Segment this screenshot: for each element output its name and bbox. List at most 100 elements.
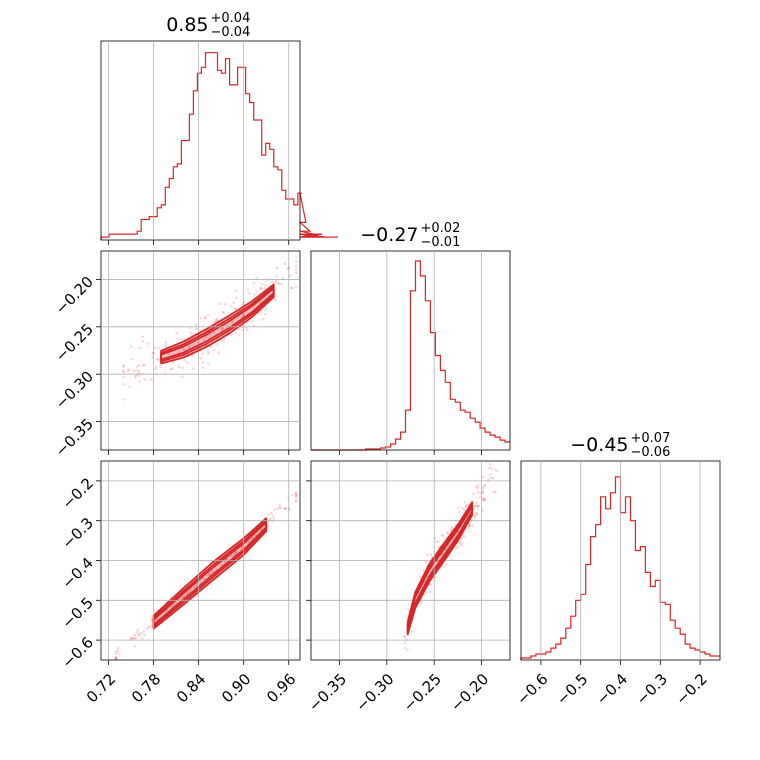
scatter-point [206, 313, 210, 317]
scatter-point [122, 383, 125, 386]
scatter-point [222, 339, 225, 343]
scatter-point [199, 357, 203, 360]
scatter-point [133, 633, 137, 637]
scatter-point [157, 358, 160, 361]
scatter-point [137, 363, 141, 367]
scatter-point [185, 592, 189, 595]
scatter-point [203, 577, 206, 581]
scatter-point [264, 284, 267, 287]
scatter-point [234, 552, 237, 555]
density-contour [152, 521, 268, 626]
scatter-point [270, 280, 274, 284]
scatter-point [141, 636, 144, 640]
scatter-point [237, 327, 241, 331]
scatter-point [456, 506, 460, 509]
scatter-point [294, 267, 298, 271]
scatter-point [475, 501, 479, 505]
scatter-point [482, 498, 485, 502]
x-tick-label: −0.6 [513, 670, 551, 708]
scatter-point [426, 553, 429, 556]
scatter-point [294, 499, 298, 502]
scatter-point [220, 327, 224, 331]
scatter-point [181, 596, 185, 599]
scatter-point [437, 540, 440, 543]
scatter-point [482, 484, 486, 488]
scatter-point [494, 490, 497, 493]
scatter-point [140, 631, 143, 635]
scatter-point [445, 562, 448, 566]
scatter-point [209, 345, 213, 349]
scatter-point [143, 633, 146, 637]
scatter-point [143, 378, 146, 381]
scatter-point [215, 319, 219, 323]
scatter-point [122, 369, 125, 373]
scatter-point [294, 286, 298, 289]
scatter-point [152, 351, 155, 355]
scatter-point [216, 343, 219, 346]
scatter-point [118, 652, 121, 656]
scatter-point [215, 317, 219, 321]
scatter-point [194, 584, 198, 588]
scatter-point [212, 348, 216, 352]
scatter-point [481, 490, 485, 494]
scatter-point [237, 333, 240, 337]
scatter-point [465, 504, 468, 508]
histogram-panel: 0.85 +0.04−0.04 [100, 11, 338, 241]
scatter-point [172, 361, 175, 365]
scatter-point [130, 636, 133, 640]
x-tick-label: 0.72 [83, 670, 119, 706]
scatter-point [396, 670, 399, 673]
scatter-point [159, 365, 162, 369]
scatter-point [468, 524, 471, 528]
scatter-point [223, 337, 226, 341]
scatter-point [138, 633, 141, 636]
y-tick-label: −0.20 [52, 273, 97, 318]
scatter-point [481, 475, 485, 479]
panel-title-upper-error: +0.04 [211, 11, 251, 26]
scatter-point [114, 650, 118, 653]
scatter-point [294, 271, 298, 274]
scatter-point [154, 366, 158, 369]
histogram-step [311, 260, 510, 451]
scatter-point [138, 346, 141, 350]
scatter-point [136, 365, 139, 368]
scatter-point [147, 625, 150, 629]
scatter-point [131, 636, 135, 640]
scatter-point [471, 524, 474, 527]
scatter-point [290, 286, 293, 290]
scatter-point [183, 358, 186, 362]
scatter-point [294, 264, 298, 268]
scatter-point [122, 370, 125, 374]
scatter-point [463, 508, 466, 512]
scatter-point [483, 497, 486, 501]
scatter-point [207, 572, 211, 575]
scatter-point [133, 644, 137, 648]
scatter-point [194, 585, 197, 589]
scatter-point [177, 350, 180, 354]
scatter-point [420, 601, 424, 604]
scatter-point [403, 641, 407, 645]
scatter-point [443, 565, 447, 568]
scatter-point [488, 462, 492, 466]
scatter-point [284, 507, 287, 510]
x-tick-label: −0.35 [305, 670, 350, 715]
density-contour [406, 505, 473, 632]
scatter-point [445, 531, 449, 534]
scatter-point [294, 495, 298, 499]
histogram-panel: −0.27 +0.02−0.01 [310, 221, 511, 451]
panel-title-value: 0.85 [166, 14, 208, 36]
y-tick-label: −0.4 [59, 554, 97, 592]
scatter-point [489, 476, 493, 480]
scatter-point [126, 369, 130, 372]
scatter-point [182, 348, 186, 351]
scatter-point [138, 371, 141, 374]
scatter-point [294, 491, 297, 495]
scatter-point [234, 307, 237, 311]
scatter-point [179, 338, 183, 341]
scatter-point [188, 326, 191, 330]
scatter-point [422, 568, 426, 572]
x-tick-label: −0.20 [447, 670, 492, 715]
scatter-point [456, 545, 459, 549]
scatter-point [477, 490, 480, 494]
scatter-point [458, 540, 462, 543]
